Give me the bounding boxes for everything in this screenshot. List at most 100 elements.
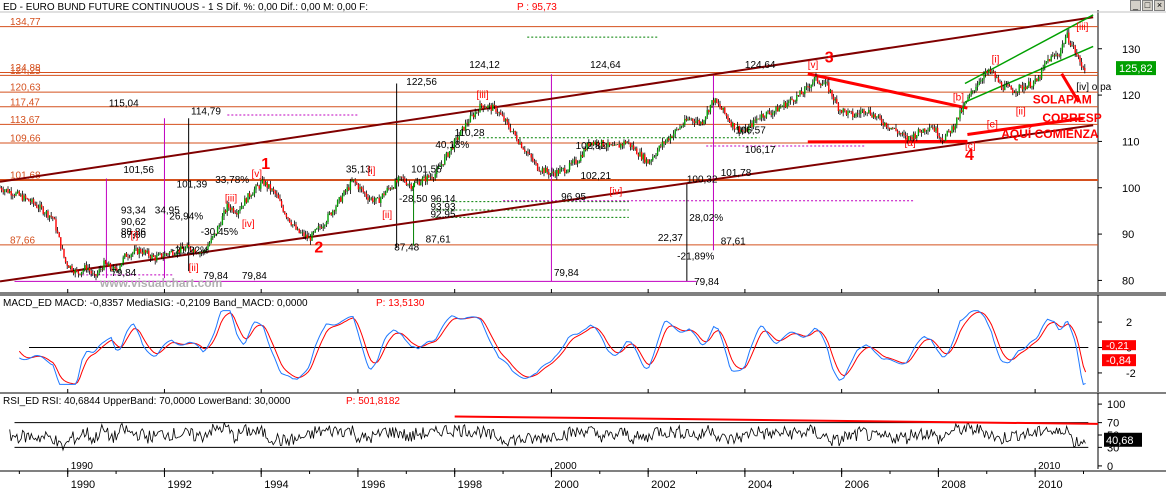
candle-body bbox=[1063, 43, 1065, 45]
candle-body bbox=[301, 232, 304, 234]
candle-body bbox=[1026, 85, 1028, 90]
candle-body bbox=[261, 179, 264, 183]
value-label: 35,13 bbox=[346, 164, 371, 175]
candle-body bbox=[224, 210, 227, 213]
candle-body bbox=[293, 224, 296, 226]
candle-body bbox=[416, 181, 419, 183]
red-trend-line bbox=[1060, 72, 1080, 103]
last-price-badge bbox=[1116, 61, 1156, 76]
candle-body bbox=[596, 141, 598, 145]
candle-body bbox=[525, 151, 528, 153]
candle-body bbox=[583, 148, 585, 157]
candle-body bbox=[1071, 45, 1073, 46]
price-axis-label: 80 bbox=[1122, 275, 1134, 287]
green-channel-line bbox=[964, 14, 1094, 85]
candle-body bbox=[412, 186, 414, 190]
rsi-year-label: 2010 bbox=[1038, 461, 1061, 472]
candle-body bbox=[90, 270, 92, 274]
candle-body bbox=[103, 260, 105, 270]
candle-body bbox=[752, 119, 755, 128]
candle-body bbox=[407, 184, 409, 185]
candle-body bbox=[205, 249, 208, 251]
candle-body bbox=[631, 145, 633, 148]
candle-body bbox=[295, 224, 297, 230]
candle-body bbox=[269, 184, 272, 191]
candle-body bbox=[12, 195, 14, 196]
candle-body bbox=[943, 140, 945, 142]
candle-body bbox=[821, 83, 824, 86]
candle-body bbox=[522, 147, 524, 150]
candle-body bbox=[4, 190, 6, 193]
candle-body bbox=[292, 224, 294, 226]
level-label: 109,66 bbox=[10, 133, 41, 144]
time-axis-label: 2008 bbox=[941, 479, 965, 491]
candle-body bbox=[26, 198, 28, 199]
rsi-trend-line bbox=[454, 415, 1099, 425]
candle-body bbox=[908, 136, 910, 141]
candle-body bbox=[311, 232, 313, 241]
candle-body bbox=[388, 187, 390, 189]
value-label: 87,61 bbox=[721, 236, 746, 247]
value-label: 122,56 bbox=[406, 77, 437, 88]
candle-body bbox=[1056, 54, 1059, 56]
candle-body bbox=[912, 133, 915, 140]
candle-body bbox=[391, 187, 393, 190]
close-button[interactable]: × bbox=[1154, 0, 1165, 11]
candle-body bbox=[88, 268, 91, 271]
candle-body bbox=[948, 130, 950, 132]
minimize-button[interactable]: _ bbox=[1130, 0, 1141, 11]
candle-body bbox=[597, 141, 600, 146]
candle-body bbox=[319, 226, 321, 228]
candle-body bbox=[15, 192, 17, 196]
candle-body bbox=[780, 106, 782, 108]
candle-body bbox=[325, 221, 328, 226]
maximize-button[interactable]: □ bbox=[1142, 0, 1153, 11]
candle-body bbox=[77, 271, 80, 274]
wave-label-large: 4 bbox=[965, 147, 974, 164]
candle-body bbox=[712, 100, 715, 103]
candle-body bbox=[967, 97, 969, 102]
candle-body bbox=[866, 112, 868, 114]
candle-body bbox=[474, 112, 476, 118]
candle-body bbox=[800, 90, 803, 95]
candle-body bbox=[663, 141, 665, 144]
candle-body bbox=[112, 266, 115, 271]
value-label: 106,17 bbox=[745, 145, 776, 156]
candle-body bbox=[748, 126, 750, 132]
candle-body bbox=[413, 182, 416, 187]
candle-body bbox=[140, 248, 142, 253]
candle-body bbox=[994, 72, 996, 78]
candle-body bbox=[464, 122, 467, 131]
candle-body bbox=[352, 179, 355, 182]
candle-body bbox=[668, 138, 670, 141]
candle-body bbox=[476, 111, 478, 113]
value-label: 79,84 bbox=[203, 271, 228, 282]
candle-body bbox=[466, 122, 468, 124]
candle-body bbox=[256, 185, 259, 187]
candle-body bbox=[178, 249, 180, 253]
candle-body bbox=[826, 81, 828, 83]
panel-headers: ED - EURO BUND FUTURE CONTINUOUS - 1 S D… bbox=[3, 2, 557, 407]
candle-body bbox=[639, 151, 641, 157]
candle-body bbox=[461, 126, 464, 131]
candle-body bbox=[749, 123, 752, 127]
candle-body bbox=[828, 82, 830, 92]
candle-body bbox=[216, 227, 219, 234]
candle-body bbox=[575, 159, 577, 164]
candle-body bbox=[277, 194, 280, 199]
macd-signal-value: -0,21 bbox=[1106, 341, 1129, 352]
candle-body bbox=[21, 194, 24, 201]
value-label: 102,21 bbox=[580, 171, 611, 182]
candle-body bbox=[719, 104, 721, 108]
candle-body bbox=[1052, 55, 1054, 57]
candle-body bbox=[920, 131, 923, 133]
candle-body bbox=[255, 185, 257, 190]
candle-body bbox=[629, 142, 632, 148]
candle-body bbox=[988, 69, 990, 74]
candle-body bbox=[884, 122, 886, 126]
candle-body bbox=[568, 162, 571, 170]
candle-body bbox=[684, 118, 686, 125]
macd-panel[interactable]: -202-0,21-0,84 bbox=[0, 294, 1166, 394]
